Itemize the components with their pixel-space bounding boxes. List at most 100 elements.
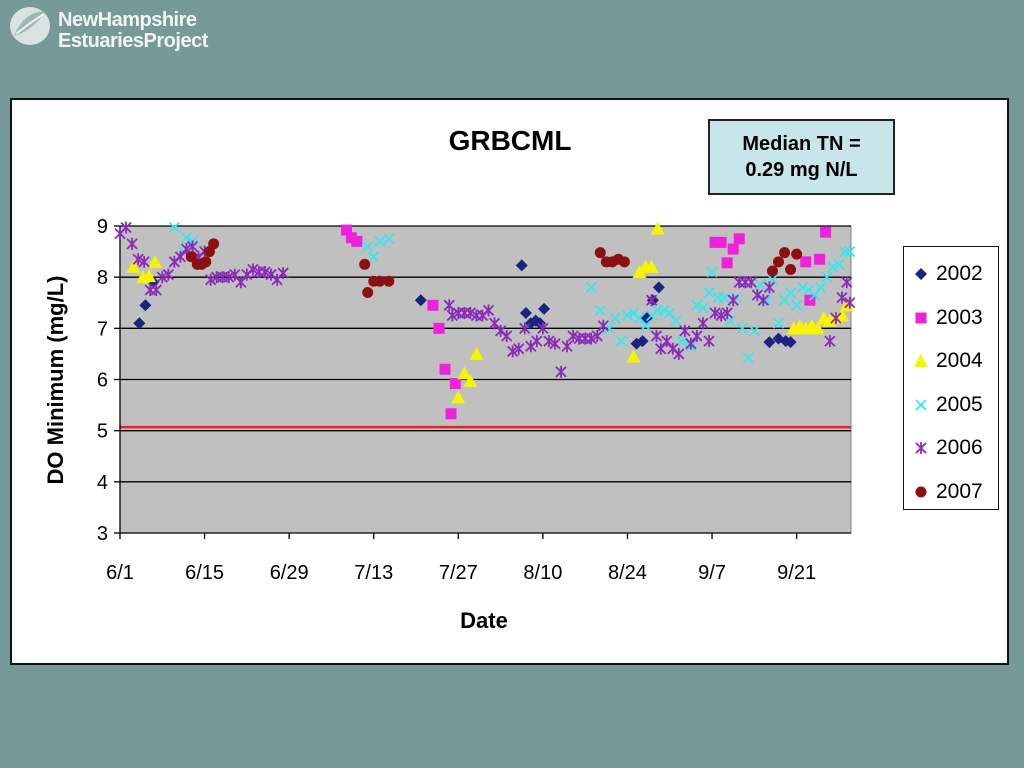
point-2005 — [706, 266, 718, 278]
legend-label: 2005 — [936, 392, 983, 416]
point-2005 — [784, 286, 797, 299]
x-tick-label: 7/27 — [439, 562, 478, 584]
point-2005 — [603, 322, 615, 334]
point-2006 — [709, 306, 721, 319]
point-2004 — [469, 346, 484, 360]
point-2003 — [814, 253, 826, 265]
point-2006 — [537, 322, 549, 335]
point-2005 — [383, 233, 395, 245]
point-2004 — [126, 259, 141, 273]
point-2005 — [703, 286, 715, 299]
point-2006 — [277, 267, 289, 280]
x-tick-label: 6/15 — [185, 562, 224, 584]
legend-item-2005: 2005 — [904, 390, 1000, 420]
point-2005 — [362, 240, 374, 253]
legend: 2002 2003 2004 2005 2006 2007 — [903, 246, 999, 510]
legend-star-icon — [915, 442, 927, 454]
point-2002 — [515, 259, 528, 272]
point-2006 — [501, 330, 513, 343]
legend-diamond-icon — [915, 268, 927, 280]
point-2003 — [727, 243, 739, 255]
point-2006 — [763, 281, 776, 294]
point-2003 — [449, 378, 461, 390]
x-axis-title: Date — [460, 608, 508, 633]
point-2005 — [691, 299, 703, 311]
point-2005 — [615, 335, 628, 347]
point-2002 — [133, 317, 146, 330]
y-tick-labels: 3 4 5 6 7 8 9 — [97, 216, 108, 545]
point-2007 — [618, 256, 630, 268]
point-2006 — [531, 335, 543, 348]
legend-item-2006: 2006 — [904, 433, 1000, 463]
point-2002 — [538, 302, 551, 315]
point-2006 — [204, 273, 217, 286]
legend-marker — [915, 312, 927, 323]
point-2006 — [150, 283, 162, 296]
y-tick-label: 3 — [97, 523, 108, 545]
point-2003 — [351, 235, 363, 247]
point-2006 — [673, 347, 685, 360]
point-2003 — [433, 322, 445, 334]
gridlines — [120, 225, 851, 483]
point-2007 — [383, 275, 395, 287]
point-2002 — [519, 306, 532, 319]
point-2006 — [549, 337, 561, 350]
point-2006 — [120, 221, 132, 234]
x-tick-label: 6/1 — [106, 562, 134, 584]
x-tick-label: 7/13 — [354, 562, 393, 584]
point-2004 — [810, 321, 825, 335]
point-2006 — [126, 237, 138, 250]
point-2006 — [691, 330, 703, 343]
legend-marker — [914, 354, 928, 367]
point-2007 — [773, 256, 785, 268]
point-2006 — [223, 271, 235, 284]
point-2005 — [621, 309, 634, 322]
point-2003 — [800, 256, 812, 268]
point-2002 — [139, 299, 152, 312]
point-2006 — [488, 317, 501, 330]
logo-line2: EstuariesProject — [58, 30, 208, 52]
point-2006 — [703, 335, 715, 348]
point-2006 — [844, 296, 856, 309]
point-2006 — [830, 312, 842, 325]
point-2002 — [414, 294, 427, 307]
y-tick-label: 5 — [97, 421, 108, 443]
point-2006 — [585, 332, 597, 345]
point-2006 — [841, 276, 853, 289]
y-tick-label: 9 — [97, 216, 108, 238]
point-2005 — [839, 245, 851, 258]
logo-line1: NewHampshire — [58, 9, 197, 31]
note-line1: Median TN = — [742, 133, 861, 155]
y-tick-label: 7 — [97, 318, 108, 340]
point-2006 — [591, 330, 603, 343]
point-2007 — [594, 247, 606, 259]
point-2005 — [368, 251, 380, 263]
point-2005 — [168, 221, 181, 234]
point-2006 — [543, 335, 555, 348]
point-2005 — [180, 232, 193, 244]
point-2006 — [138, 255, 150, 268]
point-2006 — [507, 345, 519, 358]
point-2006 — [685, 337, 697, 350]
note-line2: 0.29 mg N/L — [745, 159, 858, 181]
point-2004 — [644, 259, 659, 273]
chart-title: GRBCML — [449, 125, 572, 156]
point-2005 — [821, 271, 833, 283]
logo-leaf-icon — [10, 7, 50, 45]
legend-item-2002: 2002 — [904, 259, 1000, 289]
point-2006 — [132, 253, 144, 266]
point-2002 — [636, 335, 649, 348]
point-2007 — [200, 256, 212, 268]
point-2005 — [609, 312, 622, 324]
point-2005 — [833, 258, 845, 271]
point-2006 — [235, 276, 247, 289]
x-tick-label: 8/10 — [523, 562, 562, 584]
x-tick-label: 9/7 — [698, 562, 726, 584]
point-2007 — [359, 258, 371, 270]
point-2004 — [463, 374, 478, 388]
point-2004 — [451, 390, 466, 404]
y-tick-label: 6 — [97, 370, 108, 392]
point-2005 — [658, 304, 670, 317]
point-2005 — [633, 312, 646, 324]
